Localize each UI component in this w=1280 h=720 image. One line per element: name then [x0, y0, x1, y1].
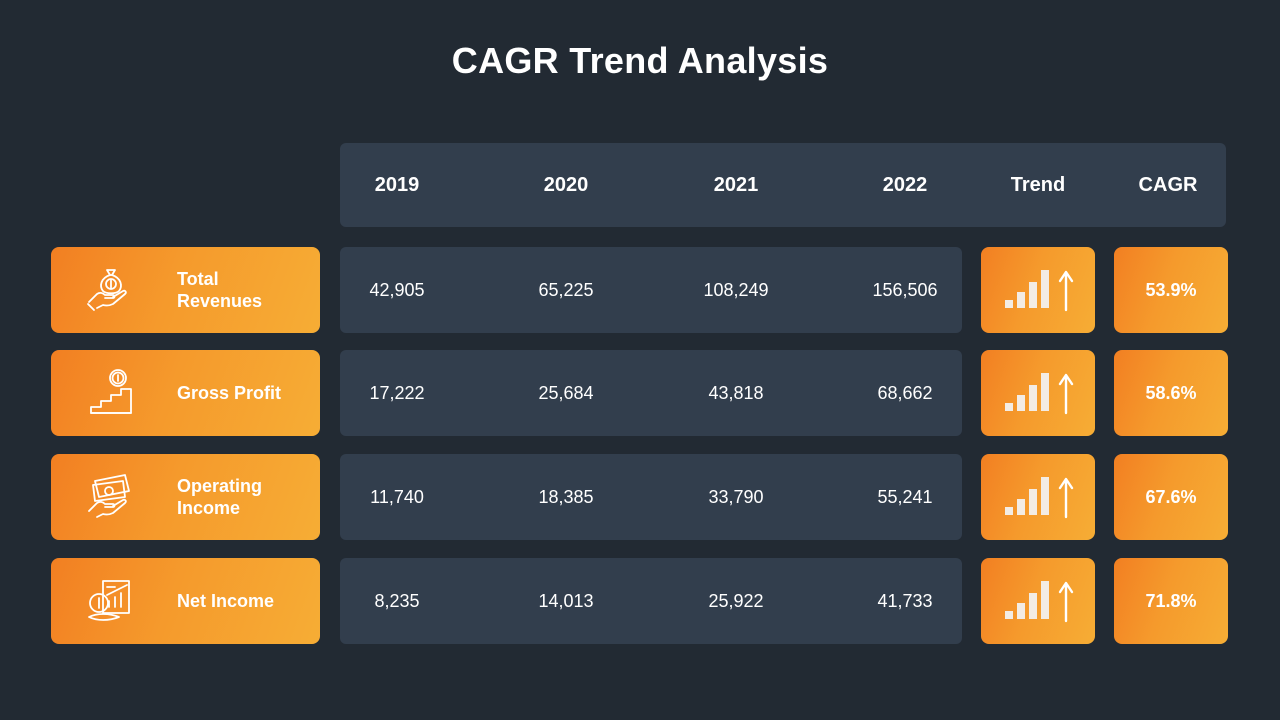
row-label-card: Net Income: [51, 558, 320, 644]
cell-2019: 8,235: [374, 591, 420, 611]
row-label: Gross Profit: [177, 383, 282, 403]
column-header-2020: 2020: [543, 174, 589, 196]
money-bag-hand-icon: [87, 269, 127, 311]
table-row-net-income: Net Income 8,235 14,013 25,922 41,733 71…: [0, 558, 1280, 644]
row-values: 11,740 18,385 33,790 55,241: [340, 454, 962, 540]
cell-2022: 68,662: [877, 383, 933, 403]
coin-chart-report-icon: [88, 580, 130, 621]
cell-2020: 25,684: [538, 383, 594, 403]
cell-2020: 14,013: [538, 591, 594, 611]
column-header-2021: 2021: [713, 174, 759, 196]
cagr-value: 53.9%: [1114, 247, 1228, 333]
trend-cell: [981, 558, 1095, 644]
row-label-card: Total Revenues: [51, 247, 320, 333]
coin-stairs-icon: [90, 369, 132, 414]
cell-2019: 42,905: [369, 280, 425, 300]
row-label: Total Revenues: [177, 269, 263, 311]
table-row-operating-income: Operating Income 11,740 18,385 33,790 55…: [0, 454, 1280, 540]
trend-up-icon: [1005, 270, 1074, 312]
trend-up-icon: [1005, 373, 1074, 415]
cell-2020: 18,385: [538, 487, 594, 507]
column-header-2019: 2019: [374, 174, 420, 196]
page-title: CAGR Trend Analysis: [451, 40, 829, 81]
cell-2020: 65,225: [538, 280, 594, 300]
column-header-cagr: CAGR: [1138, 174, 1198, 196]
cell-2022: 41,733: [877, 591, 933, 611]
trend-cell: [981, 247, 1095, 333]
trend-cell: [981, 350, 1095, 436]
row-label: Net Income: [177, 591, 275, 611]
row-values: 8,235 14,013 25,922 41,733: [340, 558, 962, 644]
cell-2021: 33,790: [708, 487, 764, 507]
trend-cell: [981, 454, 1095, 540]
cell-2022: 55,241: [877, 487, 933, 507]
cell-2021: 108,249: [703, 280, 769, 300]
cagr-value: 71.8%: [1114, 558, 1228, 644]
trend-up-icon: [1005, 581, 1074, 623]
column-header-trend: Trend: [1010, 174, 1066, 196]
cagr-value: 67.6%: [1114, 454, 1228, 540]
cagr-value: 58.6%: [1114, 350, 1228, 436]
trend-up-icon: [1005, 477, 1074, 519]
row-label: Operating Income: [177, 476, 263, 518]
column-header-2022: 2022: [882, 174, 928, 196]
table-row-gross-profit: Gross Profit 17,222 25,684 43,818 68,662…: [0, 350, 1280, 436]
row-label-card: Gross Profit: [51, 350, 320, 436]
cell-2019: 11,740: [370, 487, 424, 507]
table-row-total-revenues: Total Revenues 42,905 65,225 108,249 156…: [0, 247, 1280, 333]
cell-2022: 156,506: [872, 280, 938, 300]
table-header: 2019 2020 2021 2022 Trend CAGR: [340, 143, 1226, 227]
cell-2021: 43,818: [708, 383, 764, 403]
row-values: 42,905 65,225 108,249 156,506: [340, 247, 962, 333]
cell-2021: 25,922: [708, 591, 764, 611]
row-label-card: Operating Income: [51, 454, 320, 540]
cell-2019: 17,222: [369, 383, 425, 403]
cash-hand-icon: [88, 474, 130, 518]
row-values: 17,222 25,684 43,818 68,662: [340, 350, 962, 436]
